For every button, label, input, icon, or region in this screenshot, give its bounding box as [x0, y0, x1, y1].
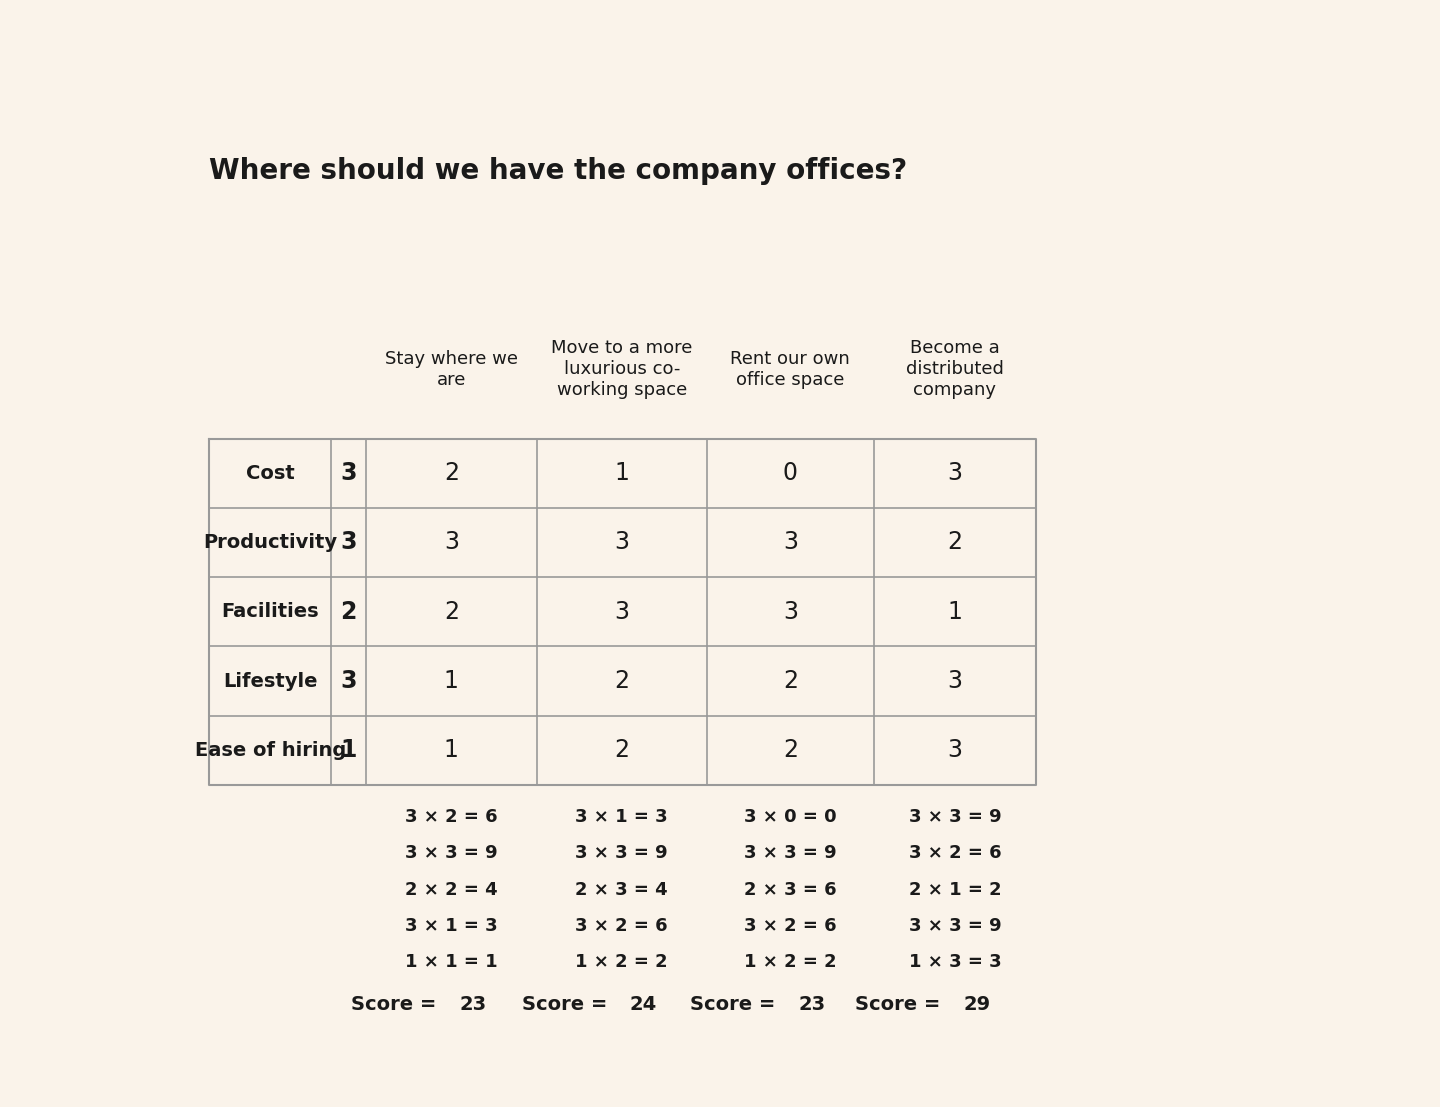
Text: 1: 1	[444, 738, 459, 763]
Text: 3: 3	[340, 530, 357, 555]
Text: 3 × 1 = 3: 3 × 1 = 3	[576, 808, 668, 826]
Text: Lifestyle: Lifestyle	[223, 672, 318, 691]
Text: 2 × 1 = 2: 2 × 1 = 2	[909, 880, 1001, 899]
Text: 2: 2	[783, 669, 798, 693]
Text: 3 × 2 = 6: 3 × 2 = 6	[405, 808, 498, 826]
Text: 23: 23	[459, 995, 487, 1014]
Text: 3 × 0 = 0: 3 × 0 = 0	[744, 808, 837, 826]
Text: 3: 3	[948, 738, 962, 763]
Text: Score =: Score =	[521, 995, 613, 1014]
Text: 3 × 3 = 9: 3 × 3 = 9	[744, 845, 837, 862]
Text: 29: 29	[963, 995, 991, 1014]
Text: 3 × 3 = 9: 3 × 3 = 9	[576, 845, 668, 862]
Text: Score =: Score =	[690, 995, 782, 1014]
Text: 2: 2	[783, 738, 798, 763]
Text: 3 × 1 = 3: 3 × 1 = 3	[405, 917, 498, 934]
Text: 3: 3	[948, 669, 962, 693]
Text: 3: 3	[444, 530, 459, 555]
Text: 3: 3	[340, 462, 357, 485]
Text: 3 × 2 = 6: 3 × 2 = 6	[576, 917, 668, 934]
Text: 2: 2	[615, 669, 629, 693]
Text: Score =: Score =	[855, 995, 948, 1014]
Text: 2: 2	[948, 530, 962, 555]
Text: 3: 3	[783, 600, 798, 623]
Text: 1 × 2 = 2: 1 × 2 = 2	[744, 953, 837, 971]
Text: 2: 2	[444, 462, 459, 485]
Text: 1 × 1 = 1: 1 × 1 = 1	[405, 953, 498, 971]
Text: Facilities: Facilities	[222, 602, 320, 621]
Text: 3 × 2 = 6: 3 × 2 = 6	[744, 917, 837, 934]
Text: 1: 1	[340, 738, 357, 763]
Text: Become a
distributed
company: Become a distributed company	[906, 340, 1004, 399]
Text: Move to a more
luxurious co-
working space: Move to a more luxurious co- working spa…	[552, 340, 693, 399]
Text: Stay where we
are: Stay where we are	[384, 350, 518, 389]
Text: 3: 3	[340, 669, 357, 693]
Text: Rent our own
office space: Rent our own office space	[730, 350, 850, 389]
Text: 1: 1	[444, 669, 459, 693]
Text: 3 × 3 = 9: 3 × 3 = 9	[909, 808, 1001, 826]
Text: Productivity: Productivity	[203, 532, 337, 552]
Text: 3: 3	[783, 530, 798, 555]
Text: 2: 2	[340, 600, 357, 623]
Text: 2 × 2 = 4: 2 × 2 = 4	[405, 880, 498, 899]
Text: Cost: Cost	[246, 464, 295, 483]
Text: 3: 3	[615, 600, 629, 623]
Text: 24: 24	[629, 995, 657, 1014]
Text: 1: 1	[948, 600, 962, 623]
Text: 3: 3	[615, 530, 629, 555]
Text: Score =: Score =	[351, 995, 444, 1014]
Text: 3 × 3 = 9: 3 × 3 = 9	[405, 845, 498, 862]
Text: 0: 0	[783, 462, 798, 485]
Text: 3 × 2 = 6: 3 × 2 = 6	[909, 845, 1001, 862]
Text: 1 × 2 = 2: 1 × 2 = 2	[576, 953, 668, 971]
Text: 1 × 3 = 3: 1 × 3 = 3	[909, 953, 1001, 971]
Text: 2 × 3 = 4: 2 × 3 = 4	[576, 880, 668, 899]
Text: 2 × 3 = 6: 2 × 3 = 6	[744, 880, 837, 899]
Text: 3 × 3 = 9: 3 × 3 = 9	[909, 917, 1001, 934]
Text: Ease of hiring: Ease of hiring	[194, 741, 346, 759]
Text: 2: 2	[615, 738, 629, 763]
Text: 3: 3	[948, 462, 962, 485]
Text: 23: 23	[798, 995, 825, 1014]
Text: 2: 2	[444, 600, 459, 623]
Text: Where should we have the company offices?: Where should we have the company offices…	[209, 157, 907, 186]
Text: 1: 1	[615, 462, 629, 485]
